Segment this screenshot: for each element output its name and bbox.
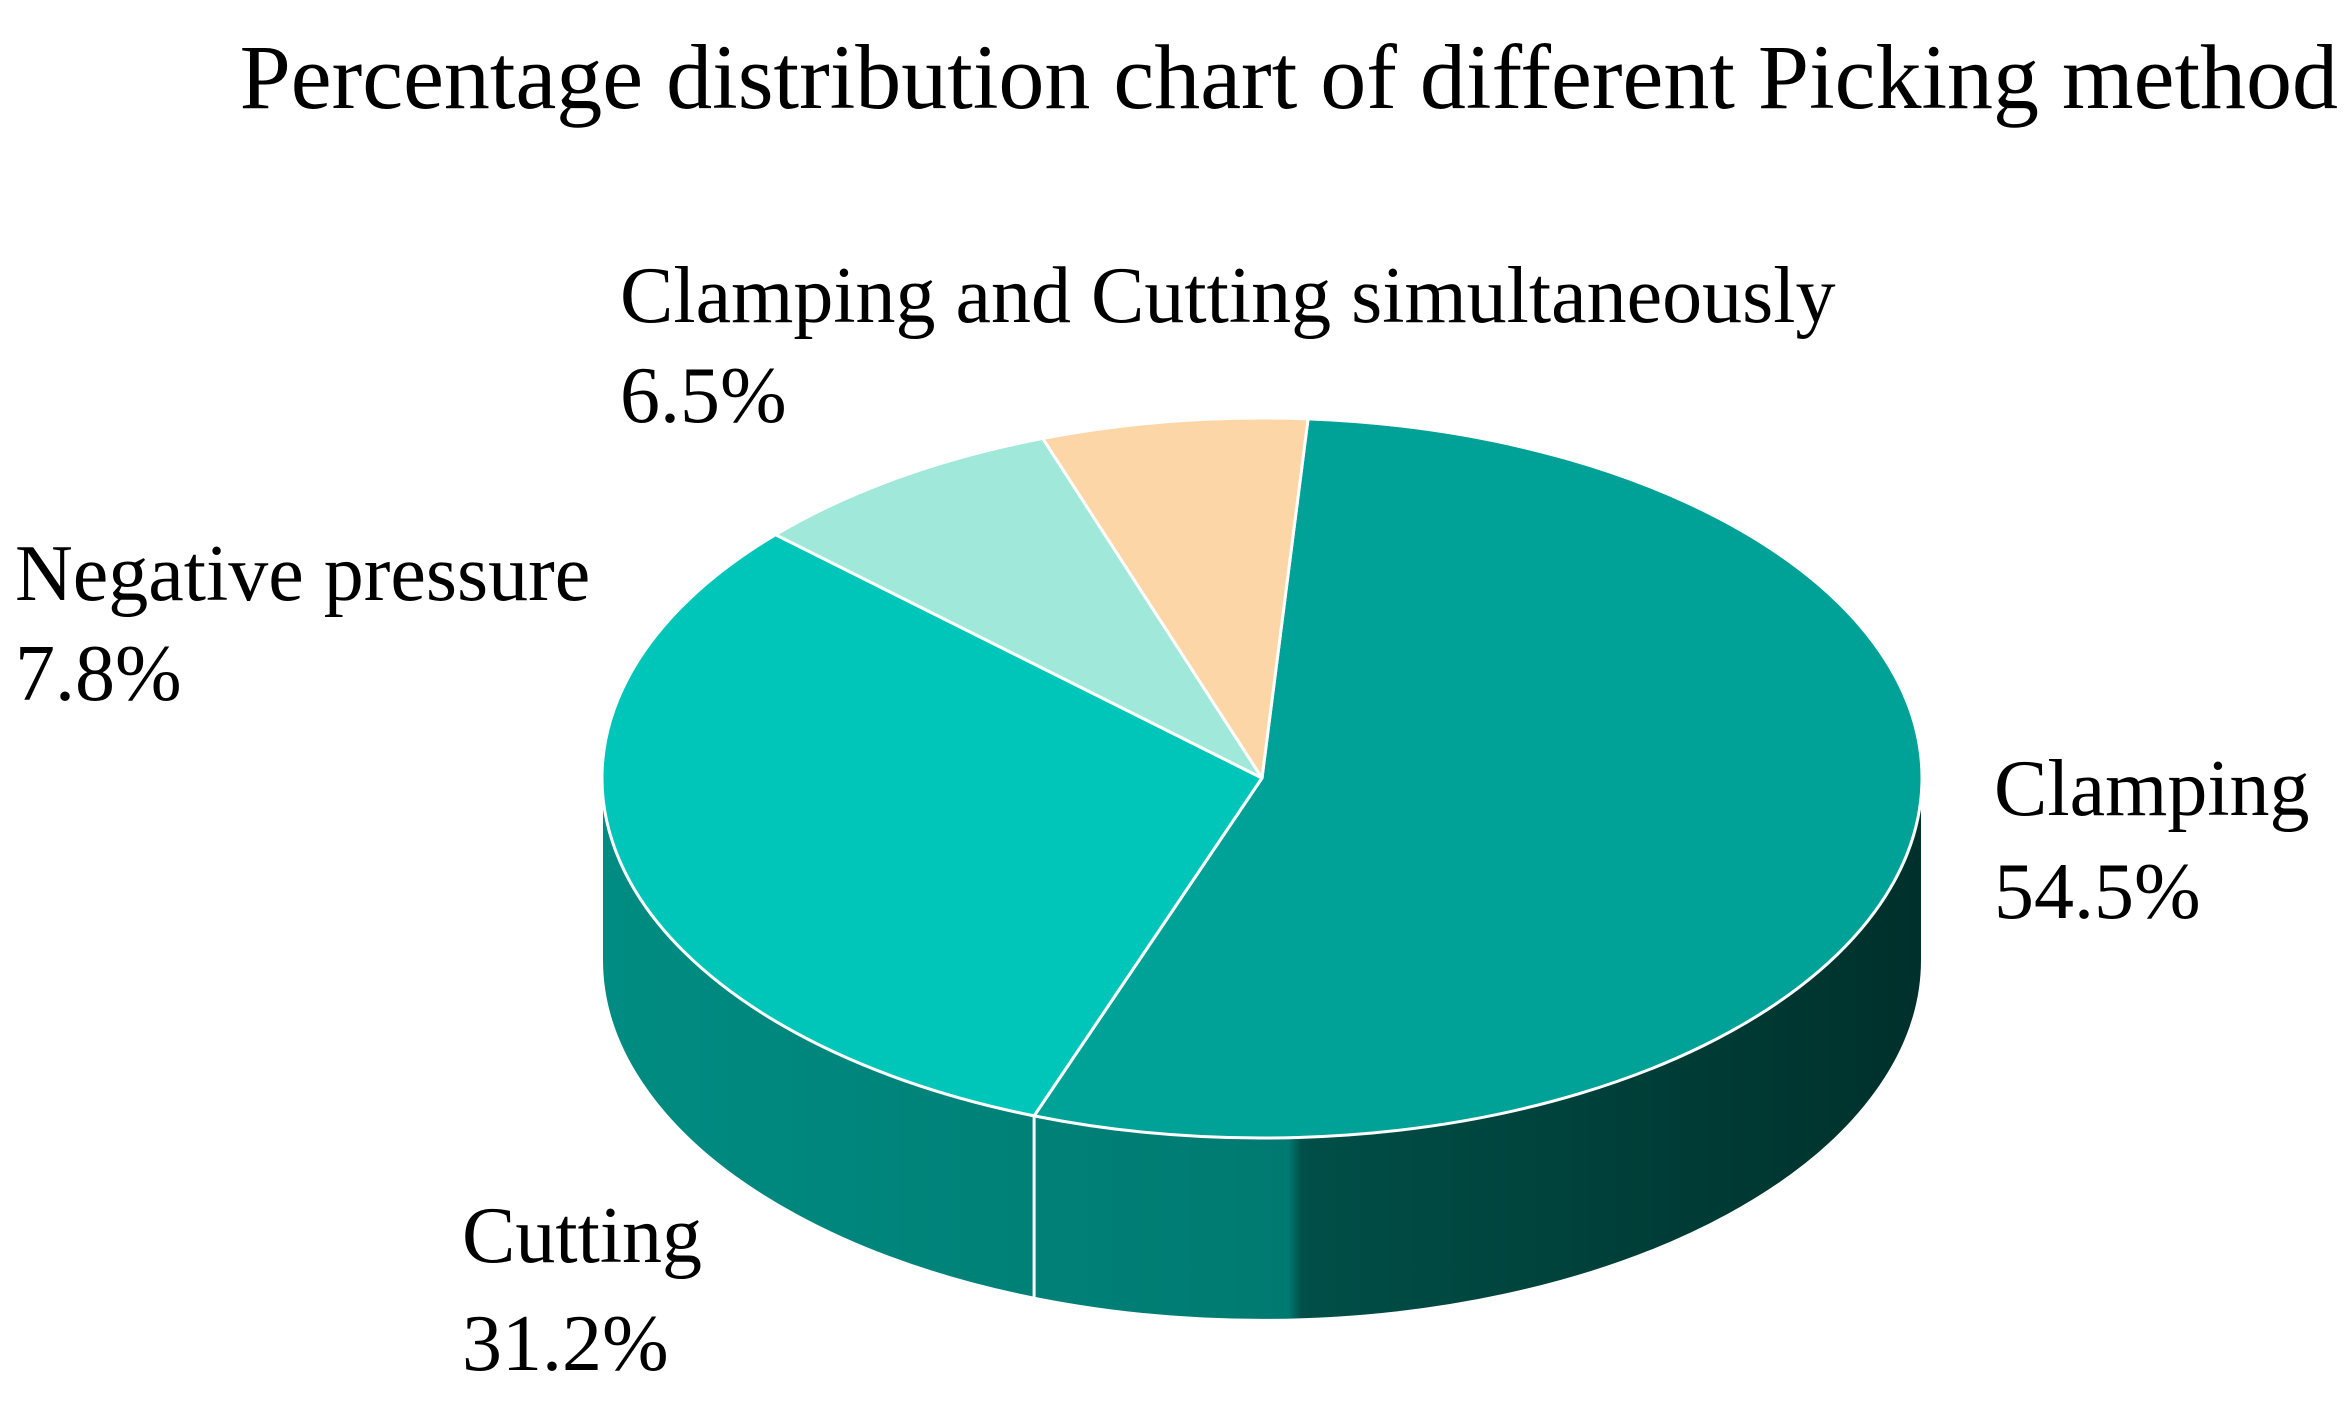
pie-slice-cutting — [600, 533, 1264, 1118]
chart-title: Percentage distribution chart of differe… — [239, 26, 2338, 128]
slice-label-clamping: Clamping — [1994, 745, 2310, 833]
pie-slice-negative-pressure — [774, 436, 1264, 780]
slice-value-clamping-and-cutting-simultaneously: 6.5% — [620, 352, 787, 440]
slice-value-clamping: 54.5% — [1994, 848, 2201, 936]
slice-label-cutting: Cutting — [462, 1192, 702, 1280]
slice-label-negative-pressure: Negative pressure — [15, 530, 590, 618]
pie-top-face — [600, 416, 1924, 1140]
pie-slice-clamping — [1032, 417, 1924, 1140]
slice-label-clamping-and-cutting-simultaneously: Clamping and Cutting simultaneously — [620, 252, 1836, 340]
pie-labels: Clamping 54.5% Cutting 31.2% Negative pressu… — [15, 252, 2310, 1388]
slice-value-negative-pressure: 7.8% — [15, 630, 182, 718]
pie-slice-clamping-and-cutting-simultaneously — [1041, 416, 1310, 780]
slice-value-cutting: 31.2% — [462, 1300, 669, 1388]
